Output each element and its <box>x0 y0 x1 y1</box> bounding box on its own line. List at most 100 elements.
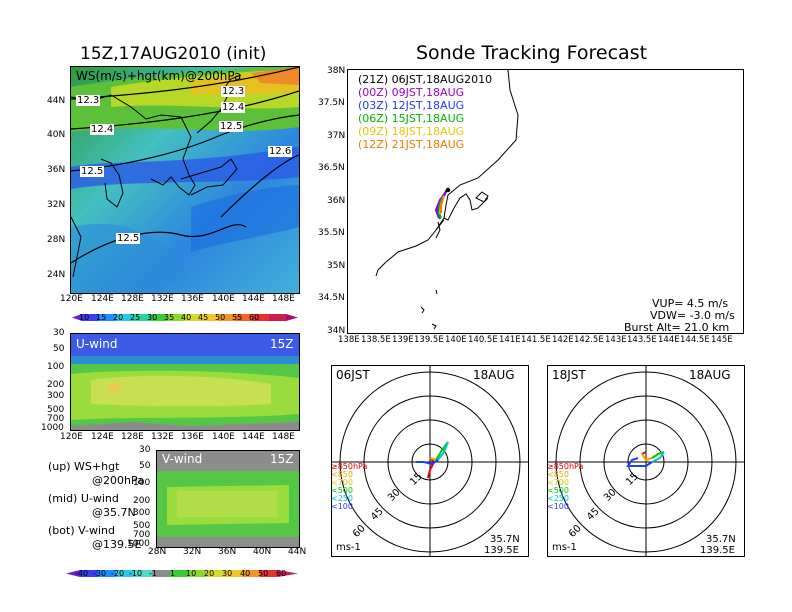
colorbar-tick: 30 <box>222 569 233 578</box>
pressure-tick: 30 <box>139 445 151 455</box>
contour-label: 12.3 <box>76 95 101 106</box>
v-wind-panel <box>156 450 300 548</box>
lon-tick: 140E <box>445 335 467 345</box>
pressure-tick: 1000 <box>41 423 64 433</box>
hodo-time: 18JST <box>552 368 586 382</box>
burst-altitude: Burst Alt= 21.0 km <box>624 321 730 334</box>
hodo-date: 18AUG <box>473 368 515 382</box>
pressure-tick: 700 <box>47 414 65 424</box>
lon-tick: 136E <box>181 294 204 304</box>
pressure-tick: 300 <box>47 391 65 401</box>
lon-tick: 141E <box>499 335 521 345</box>
lat-tick: 37.5N <box>318 98 345 108</box>
wind-speed-colorbar <box>72 306 298 321</box>
hodo-unit: ms-1 <box>552 542 577 553</box>
hodo-lat: 35.7N <box>490 534 520 545</box>
lon-tick: 132E <box>151 432 174 442</box>
pressure-tick: 200 <box>133 496 151 506</box>
level-legend-item: <850 <box>331 470 353 479</box>
colorbar-tick: 50 <box>258 569 269 578</box>
track-legend-item: (00Z) 09JST,18AUG <box>358 86 465 99</box>
level-legend-item: <250 <box>547 494 569 503</box>
ascent-velocity: VUP= 4.5 m/s <box>652 297 729 310</box>
contour-label: 12.5 <box>116 233 141 244</box>
colorbar-tick: -30 <box>93 569 107 578</box>
lat-tick: 28N <box>47 235 66 245</box>
note-line: (mid) U-wind <box>48 492 119 505</box>
contour-label: 12.6 <box>268 146 293 157</box>
track-legend-item: (09Z) 18JST,18AUG <box>358 125 465 138</box>
wind-speed-map <box>70 66 300 294</box>
colorbar-tick: 35 <box>164 313 175 322</box>
lon-tick: 140E <box>212 294 235 304</box>
contour-label: 12.5 <box>80 166 105 177</box>
map-panel-label: WS(m/s)+hgt(km)@200hPa <box>76 69 242 83</box>
lon-tick: 143E <box>605 335 627 345</box>
lat-tick: 35N <box>327 261 346 271</box>
contour-label: 12.4 <box>90 124 115 135</box>
lon-tick: 144.5E <box>680 335 710 345</box>
level-legend-item: ≥850hPa <box>547 462 584 471</box>
hodo-lat: 35.7N <box>706 534 736 545</box>
lat-tick: 36N <box>218 547 237 557</box>
level-legend-item: <500 <box>547 486 569 495</box>
lon-tick: 143.5E <box>627 335 657 345</box>
note-line: @139.5E <box>92 538 142 551</box>
pressure-tick: 50 <box>139 461 151 471</box>
sonde-track-map <box>347 69 744 334</box>
lat-tick: 34N <box>327 326 346 336</box>
lon-tick: 142E <box>552 335 574 345</box>
u-wind-time: 15Z <box>270 337 294 351</box>
level-legend-item: <250 <box>331 494 353 503</box>
note-line: (up) WS+hgt <box>48 460 120 473</box>
colorbar-tick: 25 <box>130 313 141 322</box>
lat-tick: 36.5N <box>318 163 345 173</box>
lon-tick: 138.5E <box>361 335 391 345</box>
track-legend-item: (03Z) 12JST,18AUG <box>358 99 465 112</box>
colorbar-tick: -40 <box>75 569 89 578</box>
colorbar-tick: 15 <box>96 313 107 322</box>
lat-tick: 37N <box>327 131 346 141</box>
lat-tick: 34.5N <box>318 293 345 303</box>
lon-tick: 144E <box>242 432 265 442</box>
colorbar-tick: -1 <box>149 569 157 578</box>
v-wind-time: 15Z <box>270 452 294 466</box>
lat-tick: 38N <box>327 66 346 76</box>
colorbar-tick: 10 <box>186 569 197 578</box>
colorbar-tick: 40 <box>181 313 192 322</box>
lon-tick: 144E <box>658 335 680 345</box>
lon-tick: 139.5E <box>414 335 444 345</box>
colorbar-tick: 45 <box>198 313 209 322</box>
pressure-tick: 1000 <box>127 539 150 549</box>
lon-tick: 142.5E <box>574 335 604 345</box>
colorbar-tick: 40 <box>240 569 251 578</box>
pressure-tick: 100 <box>47 362 65 372</box>
lat-tick: 40N <box>47 130 66 140</box>
lon-tick: 136E <box>181 432 204 442</box>
lat-tick: 32N <box>47 200 66 210</box>
lon-tick: 120E <box>60 294 83 304</box>
note-line: (bot) V-wind <box>48 524 115 537</box>
lat-tick: 32N <box>183 547 202 557</box>
hodo-date: 18AUG <box>689 368 731 382</box>
colorbar-tick: -10 <box>129 569 143 578</box>
level-legend-item: <500 <box>331 486 353 495</box>
wind-component-colorbar <box>66 562 298 577</box>
colorbar-tick: 60 <box>249 313 260 322</box>
colorbar-tick: 30 <box>147 313 158 322</box>
lat-tick: 28N <box>148 547 167 557</box>
lon-tick: 145E <box>711 335 733 345</box>
u-wind-label: U-wind <box>76 337 118 351</box>
lon-tick: 124E <box>91 294 114 304</box>
lon-tick: 148E <box>272 432 295 442</box>
u-wind-panel <box>70 333 300 431</box>
colorbar-tick: -20 <box>111 569 125 578</box>
hodo-lon: 139.5E <box>484 545 519 556</box>
lon-tick: 120E <box>60 432 83 442</box>
lat-tick: 36N <box>327 196 346 206</box>
lon-tick: 138E <box>338 335 360 345</box>
lon-tick: 141.5E <box>521 335 551 345</box>
lat-tick: 40N <box>253 547 272 557</box>
colorbar-tick: 20 <box>113 313 124 322</box>
colorbar-tick: 50 <box>215 313 226 322</box>
